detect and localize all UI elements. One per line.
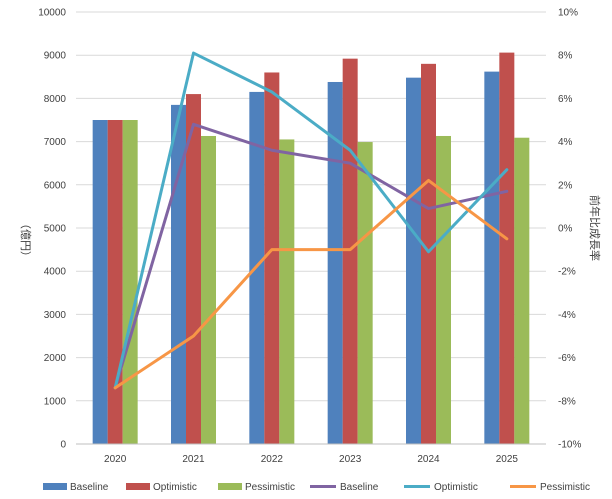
- x-tick-label: 2022: [261, 454, 284, 465]
- x-tick-label: 2023: [339, 454, 362, 465]
- x-tick-label: 2021: [182, 454, 205, 465]
- legend-swatch: [43, 483, 67, 490]
- x-tick-label: 2025: [496, 454, 519, 465]
- y-tick-label: 8000: [44, 94, 67, 105]
- y-axis-title: （億円）: [19, 218, 32, 262]
- bar: [406, 77, 421, 444]
- legend-label: Baseline: [340, 482, 379, 493]
- y-tick-label: 6000: [44, 180, 67, 191]
- bar: [186, 94, 201, 444]
- legend-label: Pessimistic: [245, 482, 295, 493]
- y2-tick-label: 4%: [558, 137, 573, 148]
- y2-tick-label: 0%: [558, 224, 573, 235]
- y-tick-label: 4000: [44, 267, 67, 278]
- y2-tick-label: 10%: [558, 8, 578, 19]
- y-tick-label: 1000: [44, 396, 67, 407]
- axes: 0 1000 2000 3000 4000 5000 6000 7000 8000 9000 100…: [38, 8, 581, 466]
- bar: [264, 72, 280, 444]
- y-tick-label: 10000: [38, 8, 66, 19]
- y2-tick-label: -4%: [558, 310, 576, 321]
- series-line: [113, 51, 509, 390]
- series-line: [113, 122, 509, 390]
- bar: [279, 139, 295, 444]
- y2-tick-label: -6%: [558, 353, 576, 364]
- bar: [327, 81, 343, 444]
- y2-tick-label: 6%: [558, 94, 573, 105]
- y-tick-label: 5000: [44, 224, 67, 235]
- bar-group: [92, 52, 530, 445]
- y-tick-label: 9000: [44, 51, 67, 62]
- line-group: [113, 51, 509, 390]
- legend-label: Baseline: [70, 482, 109, 493]
- x-tick-label: 2024: [417, 454, 440, 465]
- bar: [436, 135, 451, 444]
- y2-tick-label: -8%: [558, 396, 576, 407]
- bar: [122, 120, 138, 444]
- bar: [357, 142, 373, 445]
- x-tick-label: 2020: [104, 454, 127, 465]
- series-line: [113, 178, 509, 390]
- legend-swatch: [218, 483, 242, 490]
- gridlines: [76, 11, 546, 445]
- y2-tick-label: 2%: [558, 180, 573, 191]
- bar: [107, 120, 123, 444]
- bar: [499, 52, 515, 444]
- legend-label: Optimistic: [434, 482, 478, 493]
- bar: [342, 58, 358, 444]
- y2-tick-label: -2%: [558, 267, 576, 278]
- y-tick-label: 2000: [44, 353, 67, 364]
- legend-label: Pessimistic: [540, 482, 590, 493]
- bar: [484, 71, 500, 444]
- bar: [201, 135, 216, 444]
- bar: [514, 137, 530, 444]
- y2-tick-label: 8%: [558, 51, 573, 62]
- legend-label: Optimistic: [153, 482, 197, 493]
- y-tick-label: 3000: [44, 310, 67, 321]
- y-tick-label: 0: [60, 440, 66, 451]
- bar: [421, 63, 436, 445]
- legend-swatch: [126, 483, 150, 490]
- bar: [92, 120, 108, 444]
- y2-tick-label: -10%: [558, 440, 581, 451]
- y2-axis-title: 前年比成長率: [588, 195, 602, 261]
- legend: Baseline Optimistic Pessimistic Baseline Opt…: [43, 482, 590, 493]
- y-tick-label: 7000: [44, 137, 67, 148]
